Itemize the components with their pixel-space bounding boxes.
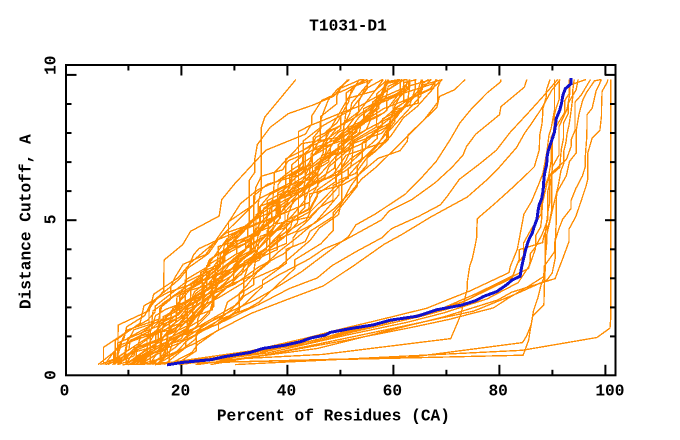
svg-text:0: 0 — [60, 382, 70, 400]
svg-text:100: 100 — [595, 382, 624, 400]
svg-text:40: 40 — [277, 382, 296, 400]
svg-text:Percent of Residues (CA): Percent of Residues (CA) — [217, 408, 450, 426]
svg-text:20: 20 — [171, 382, 190, 400]
svg-text:80: 80 — [488, 382, 507, 400]
svg-text:60: 60 — [383, 382, 402, 400]
svg-text:T1031-D1: T1031-D1 — [309, 18, 387, 36]
svg-text:0: 0 — [42, 370, 60, 380]
svg-text:5: 5 — [42, 215, 60, 225]
svg-text:10: 10 — [42, 55, 60, 74]
svg-text:Distance Cutoff, A: Distance Cutoff, A — [18, 134, 36, 309]
